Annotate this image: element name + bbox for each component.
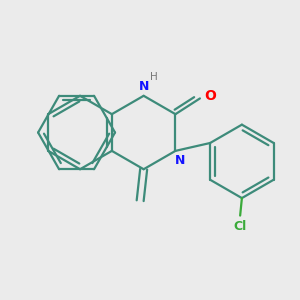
Text: Cl: Cl xyxy=(233,220,247,232)
Text: H: H xyxy=(150,72,157,82)
Text: N: N xyxy=(175,154,185,167)
Text: N: N xyxy=(139,80,149,92)
Text: O: O xyxy=(205,88,216,103)
